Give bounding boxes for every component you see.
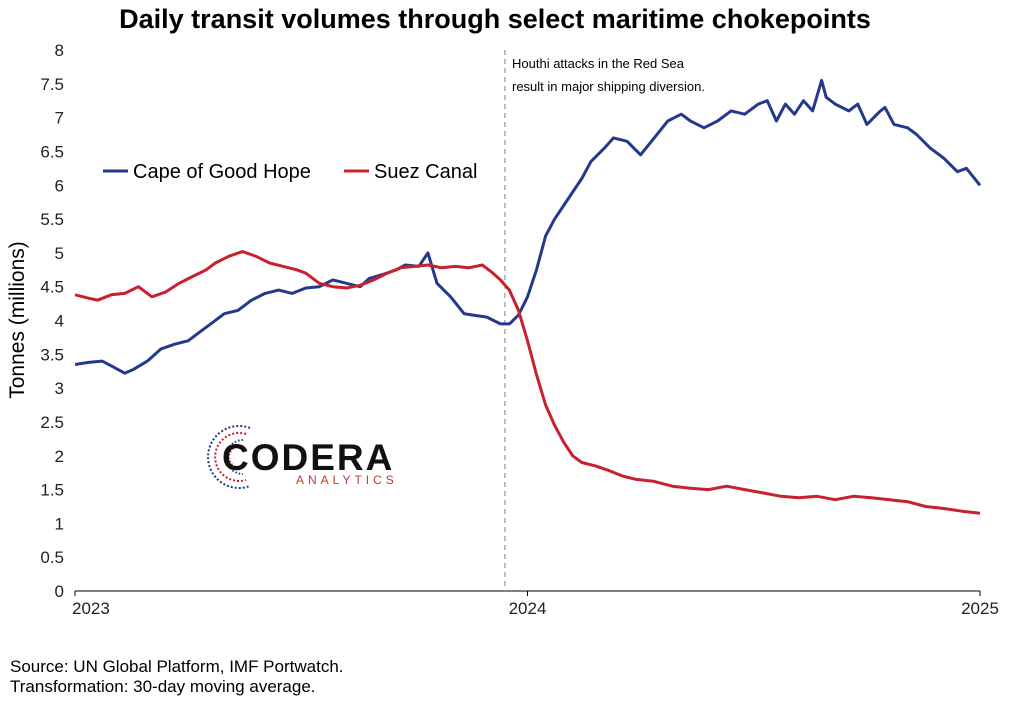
annotation-line-2: result in major shipping diversion.: [512, 79, 705, 94]
y-tick-label: 8: [55, 41, 64, 60]
y-tick-label: 3: [55, 379, 64, 398]
series-line-suez-canal: [74, 250, 981, 515]
x-axis-ticks: 2023 2024 2025: [72, 591, 999, 618]
transformation-note: Transformation: 30-day moving average.: [10, 677, 316, 696]
y-tick-label: 0.5: [40, 548, 64, 567]
x-tick-label: 2024: [509, 599, 547, 618]
y-tick-label: 2.5: [40, 413, 64, 432]
y-axis-label: Tonnes (millions): [6, 241, 29, 399]
codera-logo-mark-icon: [207, 425, 251, 489]
y-tick-label: 3.5: [40, 345, 64, 364]
legend-label-suez-canal: Suez Canal: [374, 161, 477, 183]
source-note: Source: UN Global Platform, IMF Portwatc…: [10, 657, 344, 676]
chart-footer: Source: UN Global Platform, IMF Portwatc…: [10, 657, 344, 697]
y-tick-label: 7: [55, 109, 64, 128]
y-tick-label: 4: [55, 312, 64, 331]
logo-wordmark: CODERA: [222, 437, 394, 478]
y-tick-label: 1: [55, 514, 64, 533]
y-tick-label: 6: [55, 176, 64, 195]
legend-label-cape-of-good-hope: Cape of Good Hope: [133, 161, 311, 183]
y-tick-label: 0: [55, 582, 64, 601]
y-tick-label: 6.5: [40, 142, 64, 161]
y-tick-label: 5.5: [40, 210, 64, 229]
y-axis-ticks: 0 0.5 1 1.5 2 2.5 3 3.5 4 4.5 5 5.5 6 6.5 7 7.5 8: [40, 41, 64, 601]
y-tick-label: 5: [55, 244, 64, 263]
y-tick-label: 4.5: [40, 278, 64, 297]
logo-tagline: ANALYTICS: [296, 473, 398, 487]
chart-title: Daily transit volumes through select mar…: [119, 4, 871, 34]
x-tick-label: 2023: [72, 599, 110, 618]
y-tick-label: 1.5: [40, 481, 64, 500]
series-lines: [74, 78, 982, 515]
y-tick-label: 2: [55, 447, 64, 466]
annotation-line-1: Houthi attacks in the Red Sea: [512, 56, 685, 71]
x-tick-label: 2025: [961, 599, 999, 618]
codera-analytics-logo: CODERA ANALYTICS: [207, 425, 398, 489]
legend: Cape of Good Hope Suez Canal: [103, 161, 477, 183]
series-line-cape-of-good-hope: [74, 78, 982, 375]
y-tick-label: 7.5: [40, 75, 64, 94]
